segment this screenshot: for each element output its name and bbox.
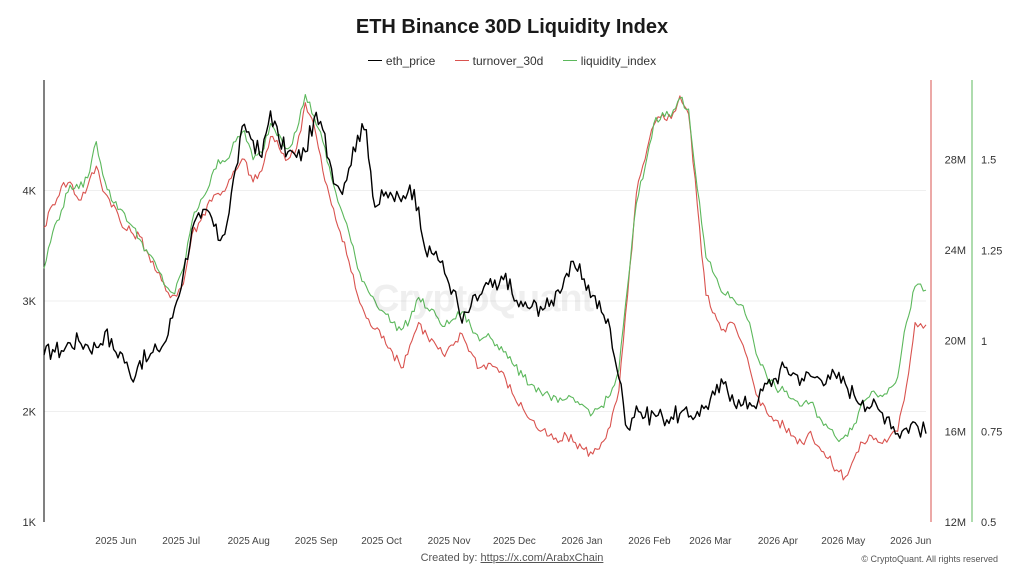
x-tick-label: 2025 Nov — [428, 536, 471, 547]
created-by-link[interactable]: https://x.com/ArabxChain — [480, 552, 604, 564]
x-tick-label: 2025 Aug — [228, 536, 270, 547]
x-tick-label: 2025 Dec — [493, 536, 536, 547]
x-tick-label: 2026 Apr — [758, 536, 799, 547]
x-tick-label: 2025 Sep — [295, 536, 338, 547]
x-tick-label: 2026 May — [821, 536, 865, 547]
legend-swatch-eth-price — [367, 60, 382, 61]
series-line-eth-price — [43, 110, 927, 439]
legend-label-liquidity-index: liquidity_index — [580, 53, 657, 68]
x-tick-label: 2026 Jun — [890, 536, 931, 547]
legend-swatch-turnover-30d — [454, 60, 469, 61]
liquidity-tick-label: 0.5 — [981, 517, 996, 529]
series-line-liquidity-index — [43, 93, 927, 443]
x-tick-label: 2025 Oct — [361, 536, 402, 547]
chart-title: ETH Binance 30D Liquidity Index — [355, 16, 669, 38]
x-tick-label: 2025 Jul — [162, 536, 200, 547]
left-tick-label: 4K — [23, 186, 37, 198]
turnover-tick-label: 12M — [945, 517, 966, 529]
chart-legend: eth_price turnover_30d liquidity_index — [0, 50, 1024, 68]
cryptoquant-watermark: CryptoQuant — [372, 278, 594, 320]
legend-label-turnover-30d: turnover_30d — [472, 53, 544, 68]
liquidity-tick-label: 0.75 — [981, 426, 1002, 438]
x-tick-label: 2026 Jan — [561, 536, 602, 547]
legend-item-turnover-30d[interactable]: turnover_30d — [454, 53, 544, 68]
footer-copyright: © CryptoQuant. All rights reserved — [861, 554, 998, 564]
liquidity-tick-label: 1.25 — [981, 245, 1002, 257]
created-by-label: Created by: — [420, 552, 478, 564]
turnover-tick-label: 24M — [945, 245, 966, 257]
footer-created-by: Created by: https://x.com/ArabxChain — [0, 552, 1024, 564]
liquidity-tick-label: 1.5 — [981, 155, 996, 167]
x-tick-label: 2025 Jun — [95, 536, 136, 547]
legend-label-eth-price: eth_price — [385, 53, 436, 68]
x-tick-label: 2026 Mar — [689, 536, 732, 547]
turnover-tick-label: 28M — [945, 154, 966, 166]
legend-item-eth-price[interactable]: eth_price — [367, 53, 436, 68]
x-tick-label: 2026 Feb — [628, 536, 671, 547]
left-tick-label: 1K — [23, 517, 37, 529]
turnover-tick-label: 20M — [945, 336, 966, 348]
legend-item-liquidity-index[interactable]: liquidity_index — [562, 53, 657, 68]
left-tick-label: 2K — [23, 407, 37, 419]
legend-swatch-liquidity-index — [562, 60, 577, 61]
turnover-tick-label: 16M — [945, 426, 966, 438]
left-tick-label: 3K — [23, 296, 37, 308]
liquidity-tick-label: 1 — [981, 336, 987, 348]
